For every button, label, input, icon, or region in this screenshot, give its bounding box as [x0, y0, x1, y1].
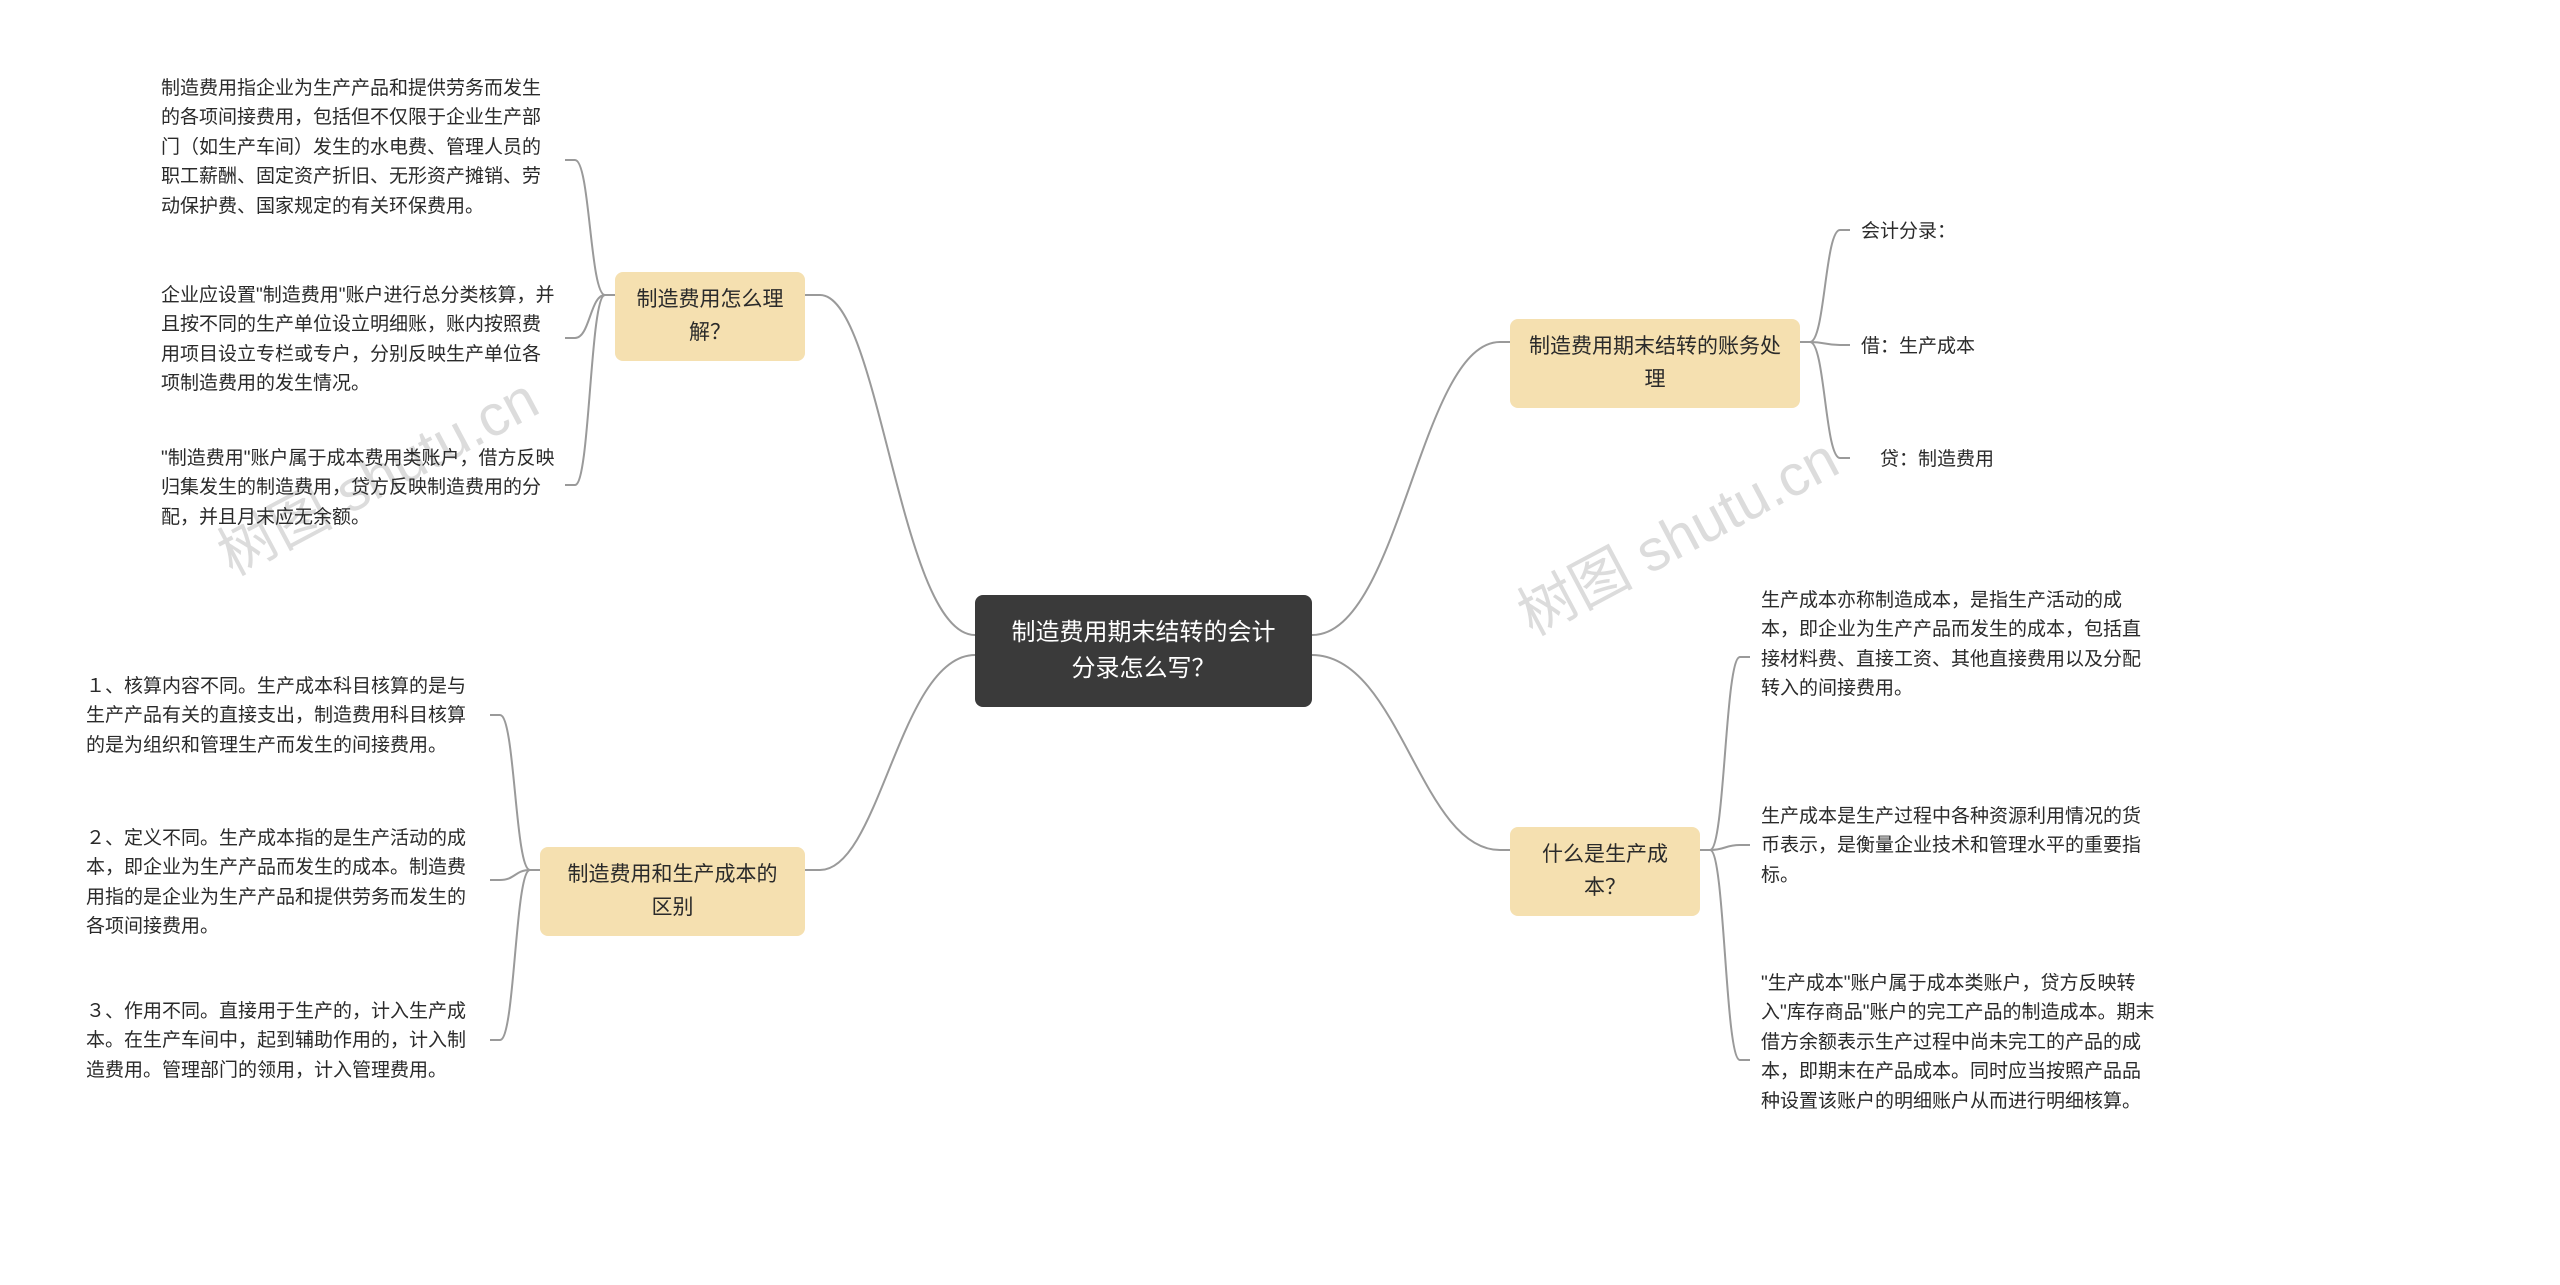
- topic-left-1: 制造费用怎么理解？: [615, 272, 805, 361]
- leaf-right-1-2: 借：生产成本: [1855, 328, 2075, 365]
- root-node: 制造费用期末结转的会计 分录怎么写？: [975, 595, 1312, 707]
- leaf-right-1-3: 贷：制造费用: [1855, 441, 2075, 478]
- root-line1: 制造费用期末结转的会计: [1012, 619, 1276, 646]
- leaf-right-2-2: 生产成本是生产过程中各种资源利用情况的货币表示，是衡量企业技术和管理水平的重要指…: [1755, 798, 2165, 894]
- leaf-left-2-3: ３、作用不同。直接用于生产的，计入生产成本。在生产车间中，起到辅助作用的，计入制…: [80, 993, 488, 1089]
- leaf-left-1-3: "制造费用"账户属于成本费用类账户，借方反映归集发生的制造费用，贷方反映制造费用…: [155, 440, 565, 536]
- leaf-right-2-3: "生产成本"账户属于成本类账户，贷方反映转入"库存商品"账户的完工产品的制造成本…: [1755, 965, 2165, 1120]
- leaf-left-2-1: １、核算内容不同。生产成本科目核算的是与生产产品有关的直接支出，制造费用科目核算…: [80, 668, 488, 764]
- leaf-left-1-2: 企业应设置"制造费用"账户进行总分类核算，并且按不同的生产单位设立明细账，账内按…: [155, 277, 565, 403]
- topic-right-1: 制造费用期末结转的账务处理: [1510, 319, 1800, 408]
- leaf-right-1-1: 会计分录：: [1855, 213, 2075, 250]
- leaf-left-1-1: 制造费用指企业为生产产品和提供劳务而发生的各项间接费用，包括但不仅限于企业生产部…: [155, 70, 565, 225]
- leaf-right-2-1: 生产成本亦称制造成本，是指生产活动的成本，即企业为生产产品而发生的成本，包括直接…: [1755, 582, 2165, 708]
- leaf-left-2-2: ２、定义不同。生产成本指的是生产活动的成本，即企业为生产产品而发生的成本。制造费…: [80, 820, 488, 946]
- topic-left-2: 制造费用和生产成本的区别: [540, 847, 805, 936]
- root-line2: 分录怎么写？: [1072, 655, 1216, 682]
- topic-right-2: 什么是生产成本？: [1510, 827, 1700, 916]
